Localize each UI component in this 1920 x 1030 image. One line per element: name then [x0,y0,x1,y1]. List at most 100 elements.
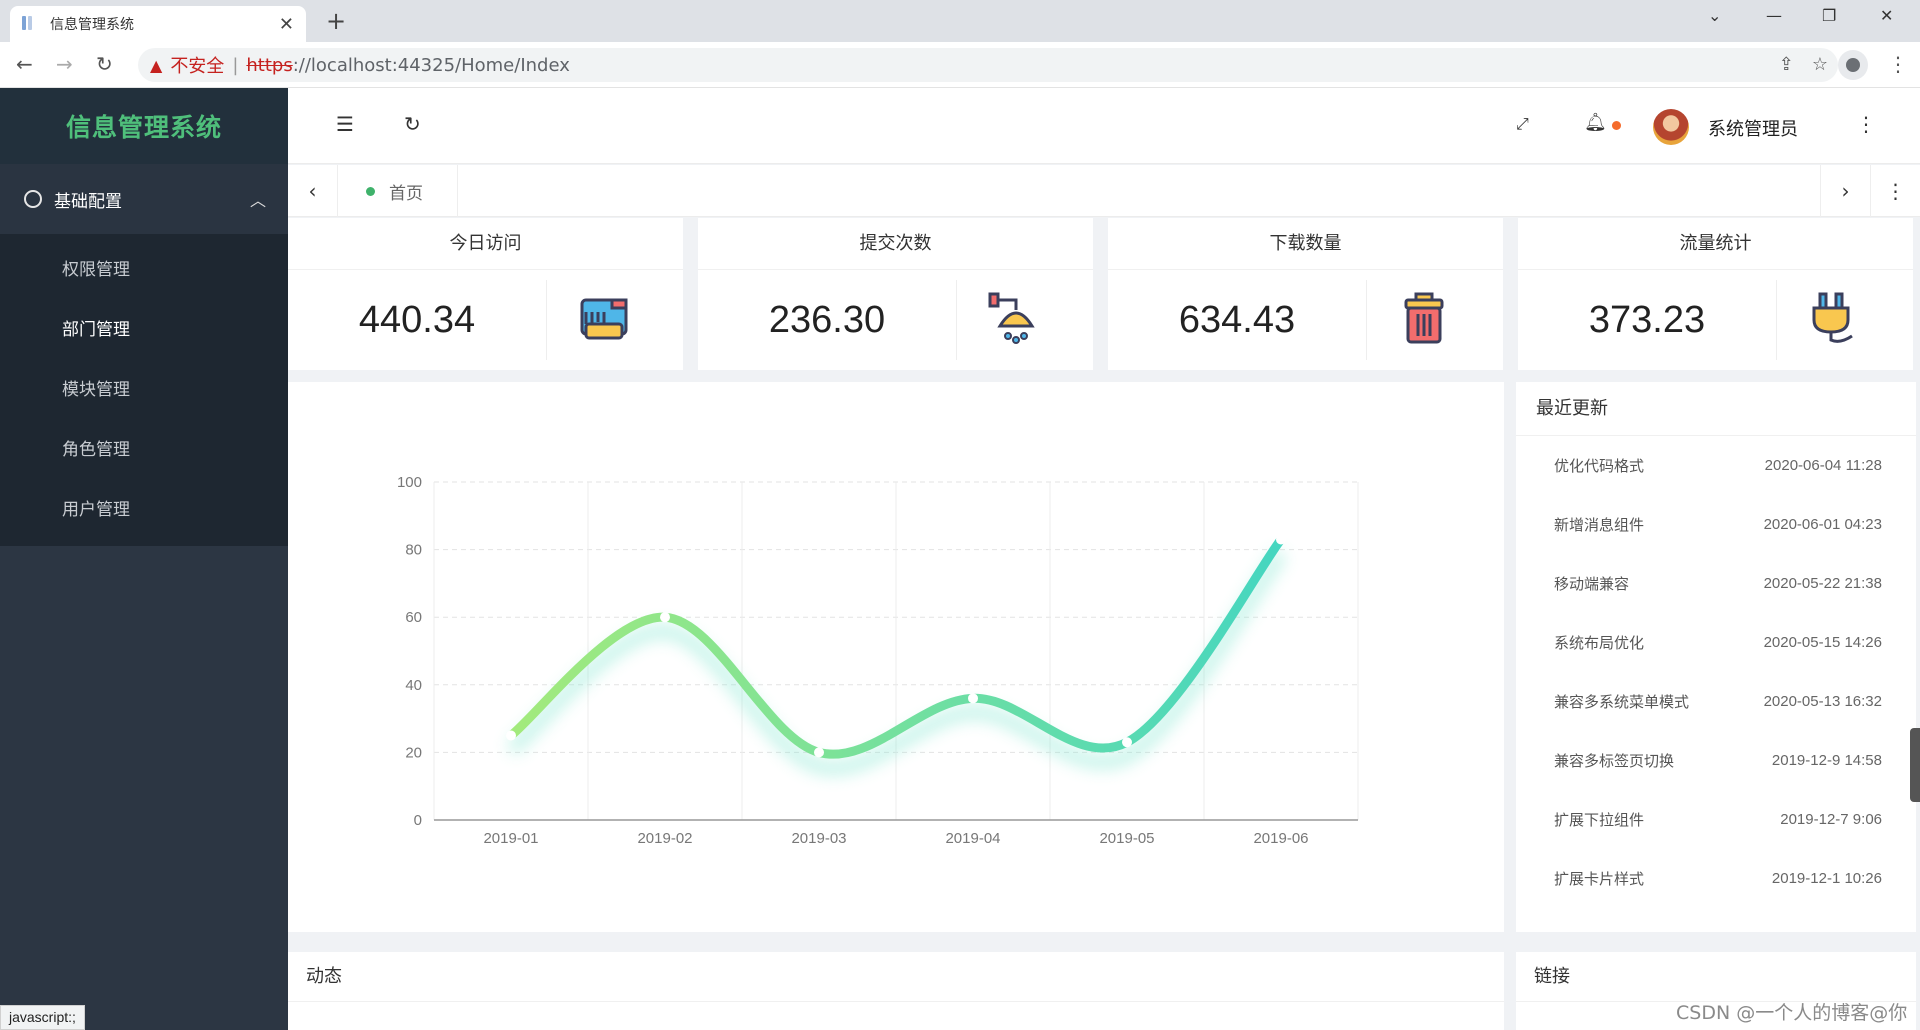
menu-group-basic-config[interactable]: 基础配置 ︿ [0,164,288,234]
stat-title: 提交次数 [698,218,1093,270]
menu-group-label: 基础配置 [54,191,122,212]
update-name: 扩展卡片样式 [1554,870,1645,888]
stat-title: 下载数量 [1108,218,1503,270]
tab-search-chevron-icon[interactable]: ⌄ [1708,6,1722,25]
links-card: 链接 [1516,952,1916,1030]
list-item[interactable]: 兼容多系统菜单模式 2020-05-13 16:32 [1516,672,1916,731]
list-item[interactable]: 新增消息组件 2020-06-01 04:23 [1516,495,1916,554]
stat-card-downloads: 下载数量 634.43 [1108,218,1503,370]
list-item[interactable]: 扩展下拉组件 2019-12-7 9:06 [1516,790,1916,849]
y-tick-label: 20 [405,744,422,761]
browser-tabbar: 信息管理系统 ✕ + ⌄ — ❐ ✕ [0,0,1920,42]
profile-avatar-icon[interactable] [1838,50,1868,80]
insecure-label: 不安全 [170,56,225,77]
update-name: 移动端兼容 [1554,575,1630,593]
line-chart[interactable]: 0 20 40 60 80 100 2019-01 2019-02 2019-03 2019-04… [288,382,1504,932]
activity-card: 动态 [288,952,1504,1030]
list-item[interactable]: 系统布局优化 2020-05-15 14:26 [1516,613,1916,672]
watermark: CSDN @一个人的博客@你 [1676,1002,1908,1024]
sidebar-item-modules[interactable]: 模块管理 [62,380,130,400]
status-bar-url: javascript:; [0,1005,85,1030]
update-name: 新增消息组件 [1554,516,1645,534]
list-item[interactable]: 移动端兼容 2020-05-22 21:38 [1516,554,1916,613]
tabs-more-icon[interactable]: ⋮ [1870,165,1920,217]
y-tick-label: 80 [405,542,422,559]
side-scroll-handle[interactable] [1910,728,1920,802]
y-tick-label: 40 [405,677,422,694]
series-line[interactable] [506,534,1286,759]
sidebar-item-permissions[interactable]: 权限管理 [62,260,130,280]
data-point[interactable] [1122,737,1132,748]
update-date: 2020-05-22 21:38 [1763,575,1882,592]
stat-card-traffic: 流量统计 373.23 [1518,218,1913,370]
x-tick-label: 2019-03 [791,830,846,847]
plug-icon [1812,292,1853,343]
chart-card: 0 20 40 60 80 100 2019-01 2019-02 2019-03 2019-04… [288,382,1504,932]
url-scheme: https [246,54,293,76]
update-date: 2020-06-04 11:28 [1764,457,1882,474]
stat-card-visits: 今日访问 440.34 [288,218,683,370]
browser-menu-icon[interactable]: ⋮ [1888,52,1908,76]
new-tab-button[interactable]: + [326,7,347,35]
page-tabs-row: ‹ 首页 › ⋮ [288,165,1920,217]
sidebar-item-roles[interactable]: 角色管理 [62,440,130,460]
data-point[interactable] [814,747,824,758]
update-name: 兼容多系统菜单模式 [1554,693,1690,711]
top-header: ☰ ↻ ⤢ 🔔︎ 系统管理员 ⋮ [288,88,1920,164]
window-close-icon[interactable]: ✕ [1880,6,1894,25]
sidebar-item-users[interactable]: 用户管理 [62,500,130,520]
back-arrow-icon[interactable]: ← [16,52,33,76]
stat-value: 440.34 [358,299,476,341]
submenu: 权限管理 部门管理 模块管理 角色管理 用户管理 [0,234,288,546]
active-dot [366,186,375,196]
fullscreen-icon[interactable]: ⤢ [1516,114,1529,133]
bookmark-star-icon[interactable]: ☆ [1811,54,1828,75]
tabs-scroll-right-icon[interactable]: › [1820,165,1870,217]
tab-home[interactable]: 首页 [338,165,458,217]
browser-tab[interactable]: 信息管理系统 ✕ [10,6,306,42]
refresh-icon[interactable]: ↻ [404,112,421,136]
activity-title: 动态 [288,952,1504,1002]
more-vertical-icon[interactable]: ⋮ [1856,112,1876,136]
restore-icon[interactable]: ❐ [1822,6,1837,25]
page-favicon-icon [22,16,38,32]
x-tick-label: 2019-04 [945,830,1000,847]
url-separator: | [232,54,239,76]
x-tick-label: 2019-06 [1253,830,1308,847]
tabs-scroll-left-icon[interactable]: ‹ [288,165,338,217]
sidebar-item-departments[interactable]: 部门管理 [62,320,130,340]
stat-value: 236.30 [768,299,886,341]
update-name: 扩展下拉组件 [1554,811,1645,829]
update-date: 2019-12-1 10:26 [1771,870,1882,887]
sidebar: 信息管理系统 基础配置 ︿ 权限管理 部门管理 模块管理 角色管理 用户管理 [0,88,288,1030]
reload-icon[interactable]: ↻ [96,52,113,76]
app-logo[interactable]: 信息管理系统 [0,88,288,164]
username[interactable]: 系统管理员 [1708,119,1798,140]
update-date: 2020-06-01 04:23 [1763,516,1882,533]
data-point[interactable] [660,612,670,623]
paint-bucket-icon [580,298,628,340]
update-name: 优化代码格式 [1554,457,1645,475]
list-item[interactable]: 兼容多标签页切换 2019-12-9 14:58 [1516,731,1916,790]
menu-collapse-icon[interactable]: ☰ [336,112,354,136]
data-point[interactable] [1276,534,1286,545]
update-date: 2019-12-9 14:58 [1771,752,1882,769]
y-tick-label: 100 [397,474,422,491]
avatar[interactable] [1653,109,1689,145]
data-point[interactable] [506,730,516,741]
share-icon[interactable]: ⇪ [1778,54,1794,75]
tab-close-icon[interactable]: ✕ [278,13,294,35]
notification-dot [1612,121,1621,130]
y-tick-label: 60 [405,609,422,626]
recent-updates-title: 最近更新 [1516,382,1916,436]
stat-value: 373.23 [1588,299,1706,341]
list-item[interactable]: 优化代码格式 2020-06-04 11:28 [1516,436,1916,495]
bell-icon[interactable]: 🔔︎ [1584,112,1607,133]
trash-can-icon [1404,292,1444,344]
minimize-icon[interactable]: — [1766,6,1782,25]
url-field[interactable]: ▲ 不安全 | https ://localhost:44325/Home/In… [138,48,1838,82]
forward-arrow-icon[interactable]: → [56,52,73,76]
list-item[interactable]: 扩展卡片样式 2019-12-1 10:26 [1516,849,1916,908]
dashboard-icon [24,190,42,208]
data-point[interactable] [968,693,978,704]
